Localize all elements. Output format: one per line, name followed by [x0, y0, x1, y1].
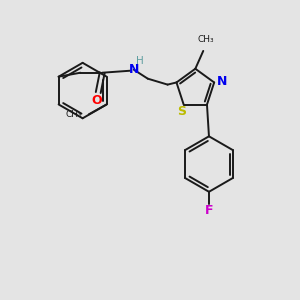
Text: CH₃: CH₃: [198, 35, 214, 44]
Text: O: O: [91, 94, 102, 107]
Text: N: N: [129, 63, 139, 76]
Text: CH₃: CH₃: [65, 110, 82, 119]
Text: S: S: [177, 105, 186, 118]
Text: N: N: [217, 75, 227, 88]
Text: F: F: [205, 204, 213, 217]
Text: H: H: [136, 56, 144, 66]
